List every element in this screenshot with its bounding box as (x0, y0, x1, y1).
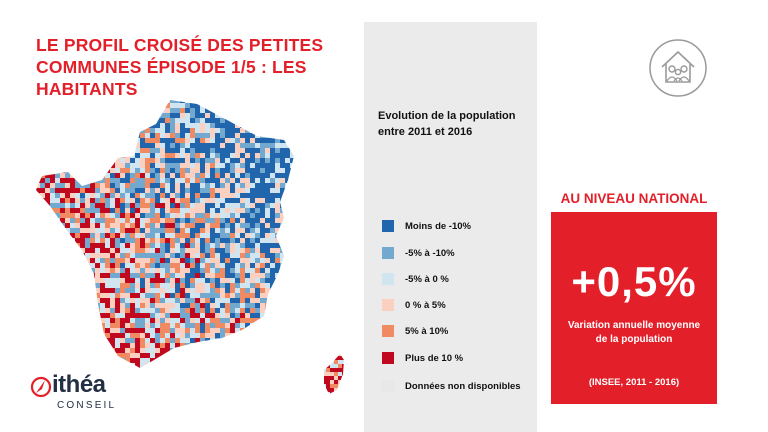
legend-label: 5% à 10% (405, 325, 449, 337)
legend-swatch (382, 352, 394, 364)
france-map (36, 100, 344, 394)
legend-item: Données non disponibles (382, 379, 521, 393)
legend-label: 0 % à 5% (405, 299, 446, 311)
legend-swatch (382, 273, 394, 285)
legend-item: -5% à -10% (382, 246, 455, 260)
ithea-logo: ithéa CONSEIL (30, 370, 140, 420)
logo-wordmark: ithéa (52, 371, 106, 398)
legend-swatch (382, 247, 394, 259)
legend-label: Plus de 10 % (405, 352, 464, 364)
legend-item: -5% à 0 % (382, 272, 449, 286)
national-source: (INSEE, 2011 - 2016) (588, 377, 680, 388)
legend-swatch (382, 380, 394, 392)
legend-label: Données non disponibles (405, 380, 521, 392)
national-description: Variation annuelle moyenne de la populat… (567, 320, 701, 345)
logo-subtitle: CONSEIL (57, 400, 117, 411)
legend-swatch (382, 325, 394, 337)
legend-item: 0 % à 5% (382, 298, 446, 312)
page-title: LE PROFIL CROISÉ DES PETITES COMMUNES ÉP… (36, 35, 324, 99)
national-stat-box: +0,5% Variation annuelle moyenne de la p… (551, 212, 717, 404)
legend-swatch (382, 299, 394, 311)
legend-swatch (382, 220, 394, 232)
legend-label: Moins de -10% (405, 220, 471, 232)
legend-label: -5% à -10% (405, 247, 455, 259)
legend-title: Evolution de la population entre 2011 et… (378, 110, 516, 138)
national-heading: AU NIVEAU NATIONAL (560, 191, 708, 206)
legend-item: Plus de 10 % (382, 351, 463, 365)
house-people-icon (649, 39, 707, 97)
legend-label: -5% à 0 % (405, 273, 449, 285)
legend-item: 5% à 10% (382, 324, 448, 338)
legend-item: Moins de -10% (382, 219, 471, 233)
compass-icon (30, 376, 52, 398)
national-value: +0,5% (571, 258, 697, 305)
